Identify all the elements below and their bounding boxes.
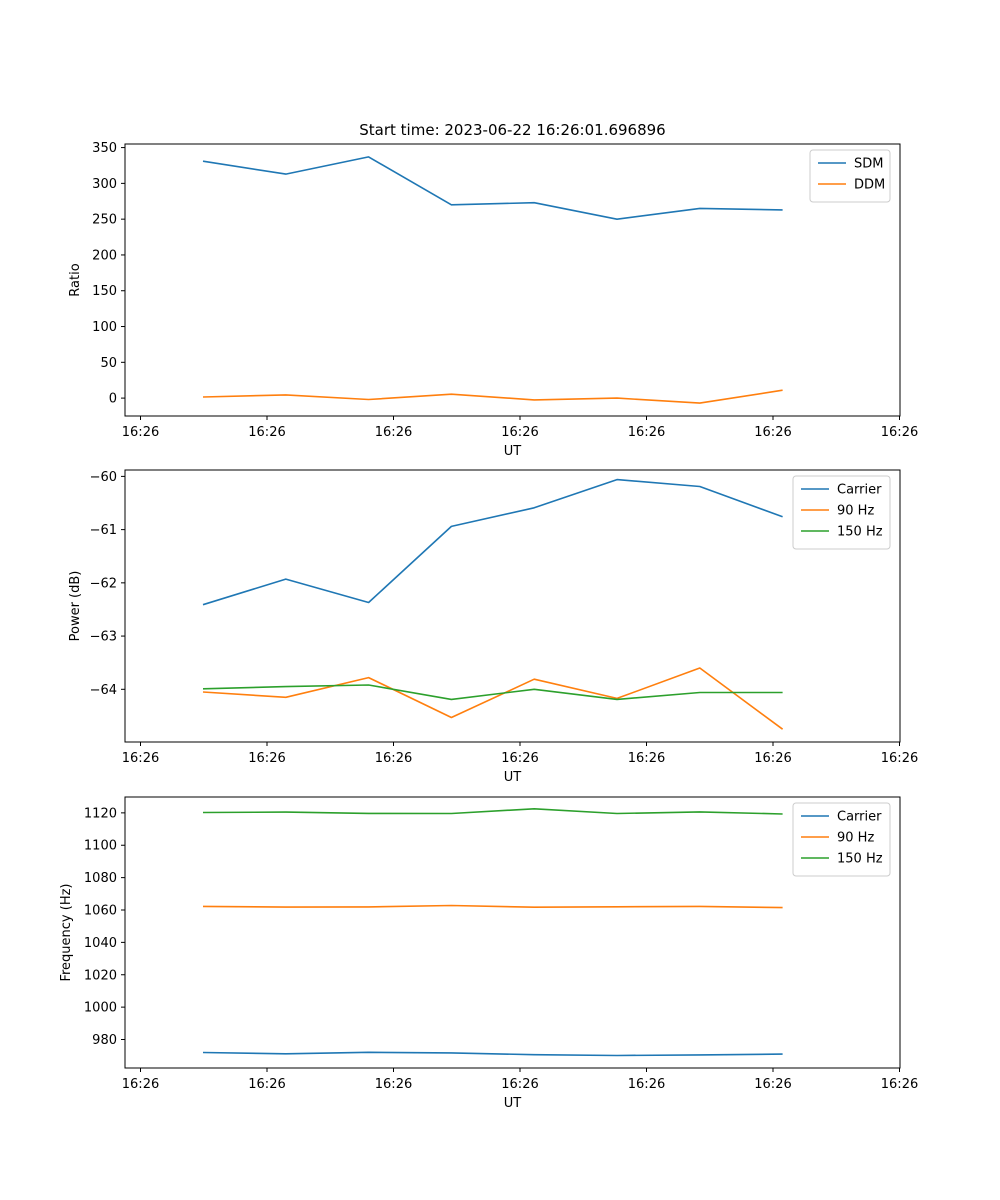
y-tick-label: 1120 [84,806,117,821]
series-line-90-hz [202,904,783,909]
x-tick-label: 16:26 [628,1077,665,1092]
legend-label: 90 Hz [837,831,874,846]
legend-label: 150 Hz [837,525,883,540]
plot-frame [124,796,901,1069]
y-tick-label: 1000 [84,1001,117,1016]
y-axis-label: Ratio [68,263,83,296]
x-tick-label: 16:26 [501,751,538,766]
y-tick-label: 200 [92,248,117,263]
legend-label: DDM [854,178,885,193]
x-axis-label: UT [504,1096,522,1111]
subplot-3: 16:2616:2616:2616:2616:2616:2616:2616:27… [59,796,918,1111]
plot-frame [124,469,901,743]
x-tick-label: 16:26 [881,425,918,440]
subplot-2: 16:2616:2616:2616:2616:2616:2616:2616:27… [68,469,918,785]
y-tick-label: 980 [92,1033,117,1048]
x-tick-label: 16:26 [248,751,285,766]
y-tick-label: 100 [92,320,117,335]
y-tick-label: −61 [90,523,117,538]
series-line-sdm [202,156,783,220]
series-line-90-hz [202,667,784,730]
y-tick-label: 250 [92,213,117,228]
x-tick-label: 16:26 [375,751,412,766]
y-tick-label: −63 [90,630,117,645]
series-line-150-hz [202,684,783,701]
x-tick-label: 16:26 [375,425,412,440]
x-tick-label: 16:26 [375,1077,412,1092]
y-tick-label: 150 [92,284,117,299]
series-line-150-hz [202,807,783,815]
legend-label: 150 Hz [837,852,883,867]
x-tick-label: 16:26 [122,425,159,440]
y-axis-label: Frequency (Hz) [59,883,74,981]
x-tick-label: 16:26 [501,1077,538,1092]
legend-label: 90 Hz [837,504,874,519]
x-tick-label: 16:26 [881,1077,918,1092]
x-tick-label: 16:26 [628,751,665,766]
x-tick-label: 16:26 [248,1077,285,1092]
x-axis-label: UT [504,770,522,785]
y-tick-label: 1080 [84,871,117,886]
y-tick-label: 1060 [84,903,117,918]
series-line-carrier [202,1051,783,1057]
y-tick-label: −64 [90,683,117,698]
x-tick-label: 16:26 [754,751,791,766]
y-axis-label: Power (dB) [68,571,83,642]
x-axis-label: UT [504,444,522,459]
legend: Carrier 90 Hz 150 Hz [792,802,891,877]
y-tick-label: 0 [109,392,117,407]
legend-label: SDM [854,157,883,172]
y-tick-label: 1040 [84,936,117,951]
y-tick-label: −62 [90,576,117,591]
legend-label: Carrier [837,483,882,498]
x-tick-label: 16:26 [248,425,285,440]
x-tick-label: 16:26 [122,751,159,766]
y-tick-label: −60 [90,470,117,485]
legend: SDM DDM [809,149,891,203]
y-tick-label: 1100 [84,839,117,854]
subplot-1: Start time: 2023-06-22 16:26:01.696896 16… [68,121,918,459]
x-tick-label: 16:26 [754,425,791,440]
y-tick-label: 1020 [84,968,117,983]
x-tick-label: 16:26 [754,1077,791,1092]
chart-title: Start time: 2023-06-22 16:26:01.696896 [359,121,665,139]
series-line-carrier [202,478,783,606]
x-tick-label: 16:26 [628,425,665,440]
series-line-ddm [202,389,783,404]
y-tick-label: 300 [92,177,117,192]
x-tick-label: 16:26 [501,425,538,440]
x-tick-label: 16:26 [122,1077,159,1092]
legend-label: Carrier [837,810,882,825]
y-tick-label: 50 [100,356,117,371]
plot-frame [124,143,901,417]
legend: Carrier 90 Hz 150 Hz [792,475,891,550]
y-tick-label: 350 [92,141,117,156]
x-tick-label: 16:26 [881,751,918,766]
